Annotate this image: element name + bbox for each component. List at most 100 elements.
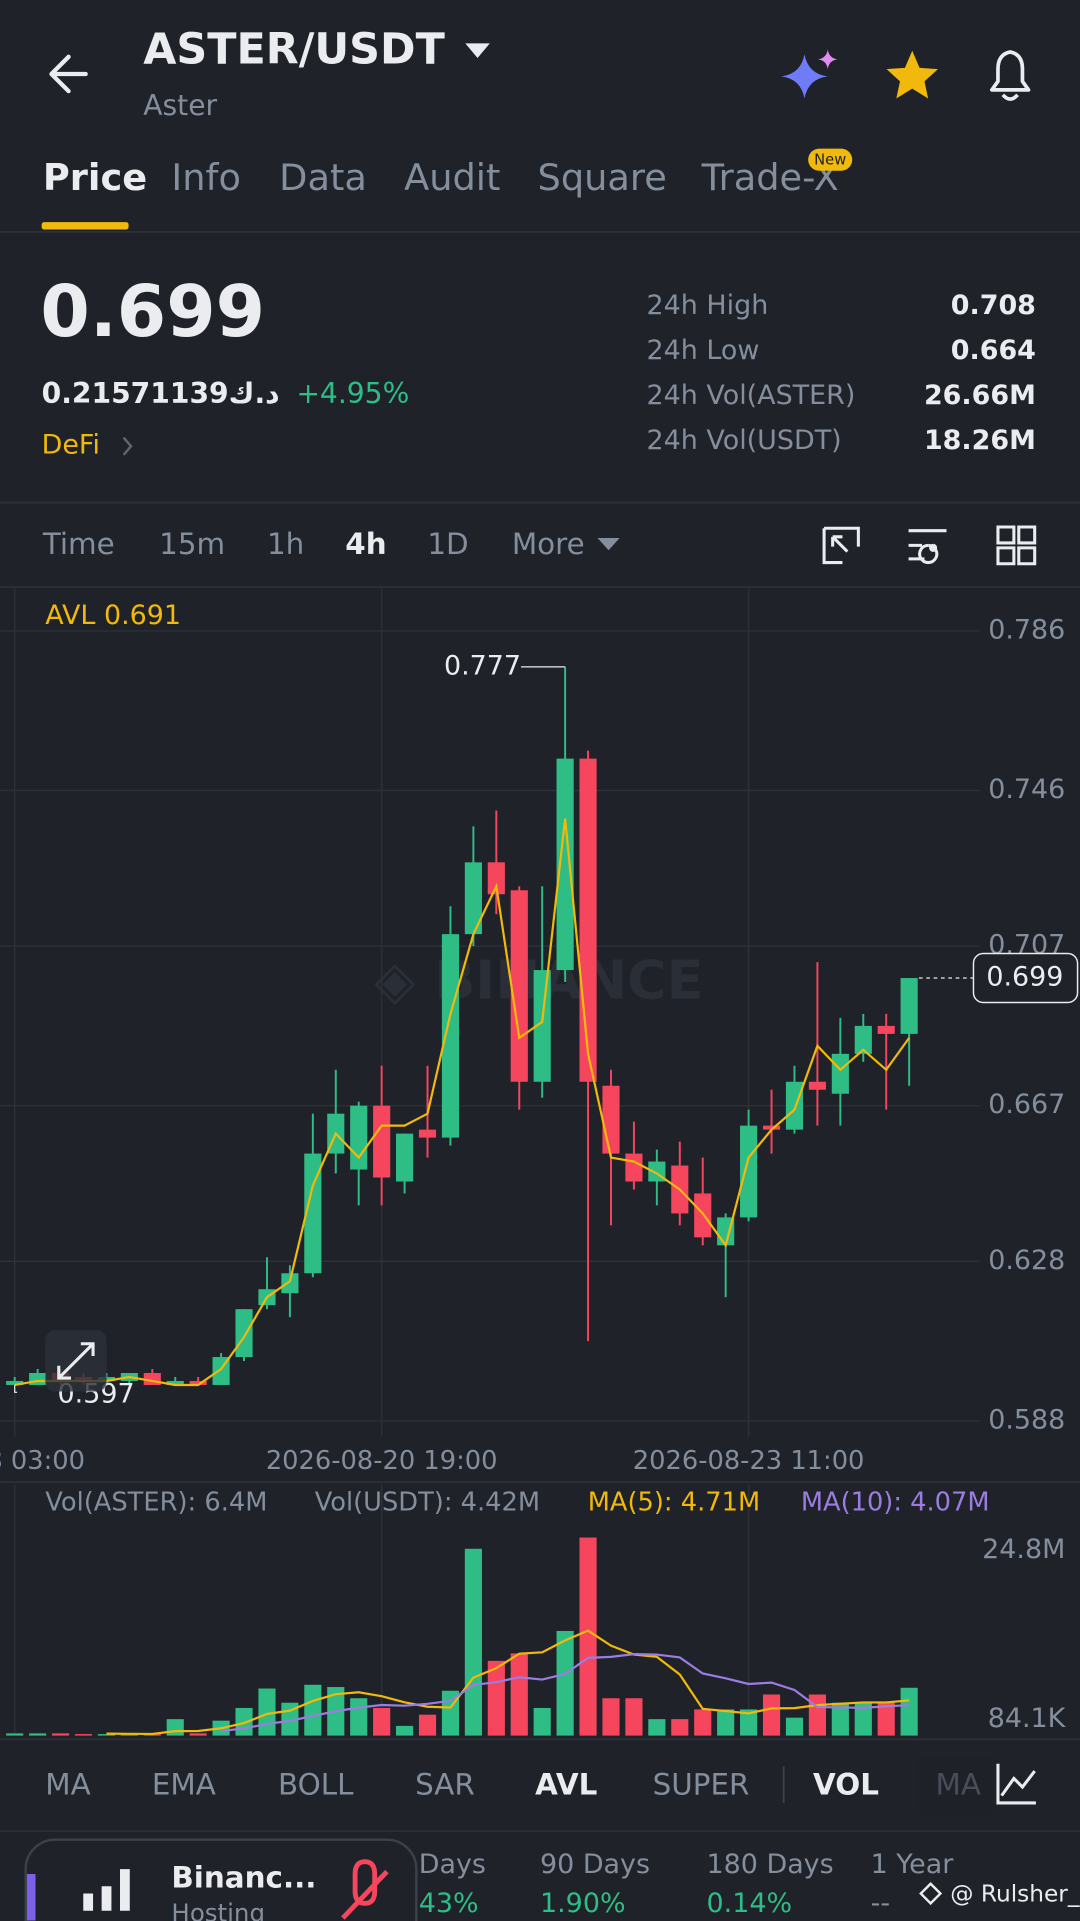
- local-price: 0.21571139د.ك: [42, 377, 280, 410]
- interval[interactable]: More: [512, 527, 585, 561]
- y-tick-label: 84.1K: [988, 1703, 1067, 1734]
- volume-bar: [785, 1717, 804, 1736]
- stat-label: 24h High: [647, 290, 769, 321]
- stat-value: 0.664: [951, 335, 1036, 366]
- candle-body: [143, 1372, 161, 1385]
- watermark-text: @ Rulsher_: [950, 1880, 1080, 1907]
- live-icon: [83, 1869, 130, 1911]
- candle-body: [464, 862, 482, 935]
- tab-bar: Price Info Data Audit Square Trade-X: [43, 156, 839, 199]
- candle-body: [487, 862, 505, 895]
- return-value: --: [871, 1888, 890, 1919]
- candle-body: [625, 1153, 643, 1182]
- expand-icon: [57, 1342, 95, 1380]
- stats: 24h High 0.708 24h Low 0.664 24h Vol(ASTER) 2…: [647, 290, 1036, 456]
- indicator-tab[interactable]: MA: [45, 1767, 90, 1801]
- stat-value: 0.708: [951, 290, 1036, 321]
- candle-body: [418, 1129, 437, 1138]
- candle-body: [29, 1372, 47, 1385]
- indicator-settings[interactable]: [996, 1763, 1036, 1805]
- x-tick-label: 2026-08-23 11:00: [633, 1446, 865, 1476]
- candle-body: [808, 1081, 826, 1090]
- back-button[interactable]: [49, 54, 88, 94]
- volume-bar: [579, 1537, 597, 1736]
- return-period: 90 Days: [540, 1849, 650, 1880]
- favorite-star[interactable]: [886, 50, 938, 99]
- bell-icon[interactable]: [990, 50, 1031, 101]
- stat-value: 18.26M: [924, 425, 1036, 456]
- stat-label: 24h Low: [647, 335, 760, 366]
- volume-legend: MA(10): 4.07M: [801, 1487, 990, 1517]
- new-badge-text: New: [814, 151, 846, 168]
- volume-ma-line: [220, 1653, 910, 1733]
- candle-body: [510, 890, 528, 1082]
- mute-icon[interactable]: [341, 1859, 389, 1920]
- avl-line: [14, 818, 911, 1387]
- y-tick-label: 24.8M: [982, 1534, 1065, 1565]
- candle-body: [281, 1273, 299, 1294]
- return-value: 0.14%: [707, 1888, 793, 1919]
- volume-bar: [510, 1653, 528, 1736]
- volume-bar: [831, 1702, 849, 1736]
- layout-icon[interactable]: [996, 525, 1037, 566]
- y-tick-label: 0.746: [988, 774, 1065, 805]
- interval[interactable]: 1D: [427, 527, 468, 561]
- indicator-tab[interactable]: EMA: [152, 1767, 216, 1801]
- settings-icon[interactable]: [908, 529, 947, 564]
- candle-body: [166, 1380, 184, 1385]
- volume-bar: [74, 1734, 93, 1736]
- volume-bar: [900, 1687, 918, 1736]
- last-price-box: [972, 952, 1079, 1004]
- sector-tag[interactable]: DeFi: [42, 430, 100, 461]
- avl-label: AVL 0.691: [45, 600, 181, 631]
- expand-button[interactable]: [45, 1330, 107, 1392]
- tab[interactable]: Info: [171, 156, 241, 199]
- card-accent: [26, 1873, 36, 1921]
- pair-title[interactable]: ASTER/USDT: [143, 24, 445, 74]
- tab[interactable]: Square: [538, 156, 667, 199]
- volume-bar: [97, 1734, 116, 1736]
- indicator-tab[interactable]: VOL: [813, 1767, 879, 1801]
- tab[interactable]: Price: [43, 156, 147, 199]
- indicator-tab[interactable]: BOLL: [278, 1767, 354, 1801]
- stat-value: 26.66M: [924, 380, 1036, 411]
- card-title[interactable]: Binanc...: [171, 1860, 316, 1894]
- fullscreen-icon[interactable]: [822, 526, 860, 565]
- card-subtitle: Hosting: [171, 1898, 265, 1921]
- candle-body: [235, 1309, 253, 1358]
- candle-body: [373, 1105, 391, 1178]
- more-dropdown[interactable]: [597, 538, 620, 551]
- tab[interactable]: Data: [279, 156, 367, 199]
- volume-bar: [304, 1684, 322, 1736]
- candle-body: [740, 1125, 758, 1218]
- interval[interactable]: 4h: [345, 527, 386, 561]
- indicator-tab[interactable]: AVL: [535, 1767, 597, 1801]
- volume-bar: [29, 1733, 47, 1736]
- last-price-label: 0.699: [986, 962, 1063, 993]
- pair-dropdown[interactable]: [465, 43, 490, 59]
- volume-bar: [740, 1709, 758, 1736]
- volume-bar: [6, 1733, 24, 1736]
- candle-body: [900, 978, 918, 1034]
- candle-body: [694, 1193, 712, 1238]
- fade: [918, 1757, 992, 1814]
- interval[interactable]: Time: [42, 527, 115, 561]
- high-label: 0.777: [444, 650, 521, 681]
- candle-body: [396, 1133, 414, 1182]
- tab[interactable]: Audit: [404, 156, 500, 199]
- volume-bar: [762, 1694, 781, 1736]
- candle-body: [785, 1081, 804, 1130]
- indicator-tab[interactable]: SAR: [415, 1767, 475, 1801]
- volume-bar: [717, 1709, 735, 1736]
- y-tick-label: 0.667: [988, 1089, 1065, 1120]
- interval[interactable]: 1h: [267, 527, 304, 561]
- indicator-tab[interactable]: SUPER: [653, 1767, 750, 1801]
- interval[interactable]: 15m: [159, 527, 225, 561]
- ai-button[interactable]: [781, 49, 838, 99]
- price-chart: 8-18 03:00 2026-08-20 19:00 2026-08-23 11:…: [0, 588, 1079, 1476]
- volume-bar: [464, 1548, 482, 1736]
